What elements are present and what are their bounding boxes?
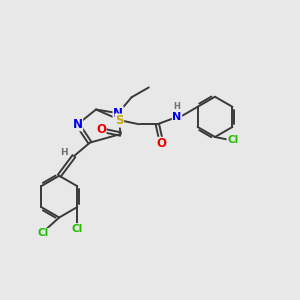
Text: O: O <box>96 123 106 136</box>
Text: O: O <box>156 137 166 150</box>
Text: N: N <box>172 112 182 122</box>
Text: H: H <box>173 102 180 111</box>
Text: H: H <box>60 148 68 157</box>
Text: N: N <box>73 118 82 131</box>
Text: S: S <box>115 114 124 127</box>
Text: N: N <box>113 107 123 120</box>
Text: Cl: Cl <box>38 228 49 239</box>
Text: Cl: Cl <box>72 224 83 234</box>
Text: Cl: Cl <box>227 135 238 145</box>
